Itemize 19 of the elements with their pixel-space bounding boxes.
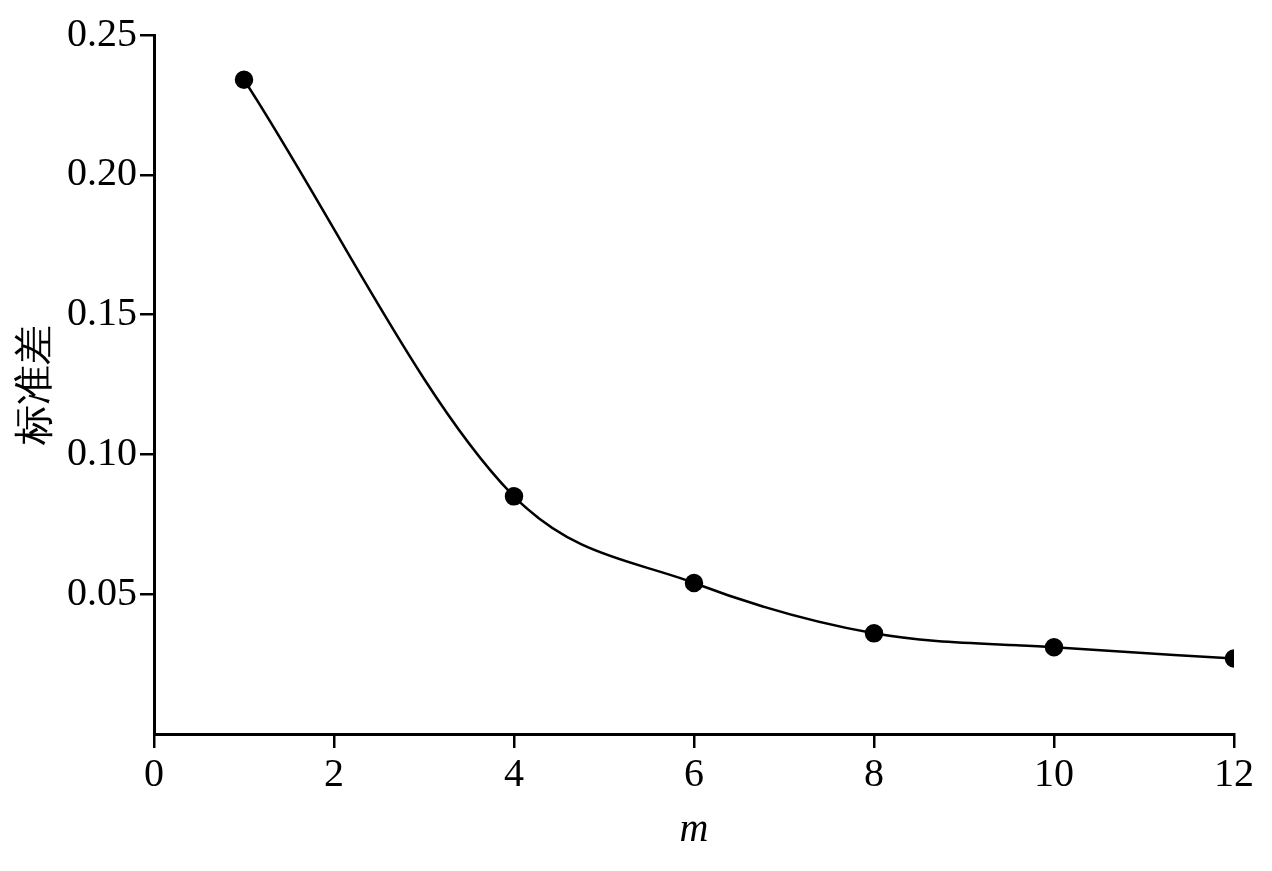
point xyxy=(684,573,704,593)
x-tick-label: 0 xyxy=(144,749,164,795)
point xyxy=(864,624,884,643)
point xyxy=(1044,638,1064,657)
x-tick-label: 12 xyxy=(1214,749,1254,795)
x-tick-label: 10 xyxy=(1034,749,1074,795)
point xyxy=(504,487,524,506)
y-tick-label: 0.20 xyxy=(67,149,137,195)
x-tick-label: 6 xyxy=(684,749,704,795)
y-tick-label: 0.15 xyxy=(67,289,137,335)
x-tick-label: 2 xyxy=(324,749,344,795)
point xyxy=(234,70,254,89)
x-tick-label: 8 xyxy=(864,749,884,795)
x-axis-title: m xyxy=(679,804,709,850)
y-axis-title: 标准差 xyxy=(10,324,56,446)
y-tick-label: 0.05 xyxy=(67,568,137,614)
y-tick-label: 0.10 xyxy=(67,428,137,474)
y-tick-label: 0.25 xyxy=(67,9,137,55)
x-tick-label: 4 xyxy=(504,749,524,795)
